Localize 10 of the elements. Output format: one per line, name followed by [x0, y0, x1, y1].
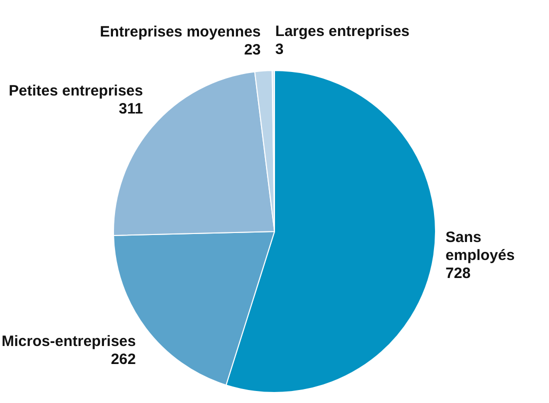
data-label: 23	[244, 42, 261, 59]
data-label: 262	[110, 350, 136, 368]
data-label: 728	[446, 265, 471, 282]
data-label: 311	[118, 100, 143, 118]
data-label: 3	[275, 41, 284, 58]
slice-label: Entreprises moyennes	[100, 24, 261, 41]
slice-label: Petites entreprises	[8, 82, 143, 100]
slice-label: Larges entreprises	[275, 23, 410, 40]
slice-label: Micros-entreprises	[2, 332, 136, 350]
slice-label: Sans employés	[446, 229, 515, 264]
